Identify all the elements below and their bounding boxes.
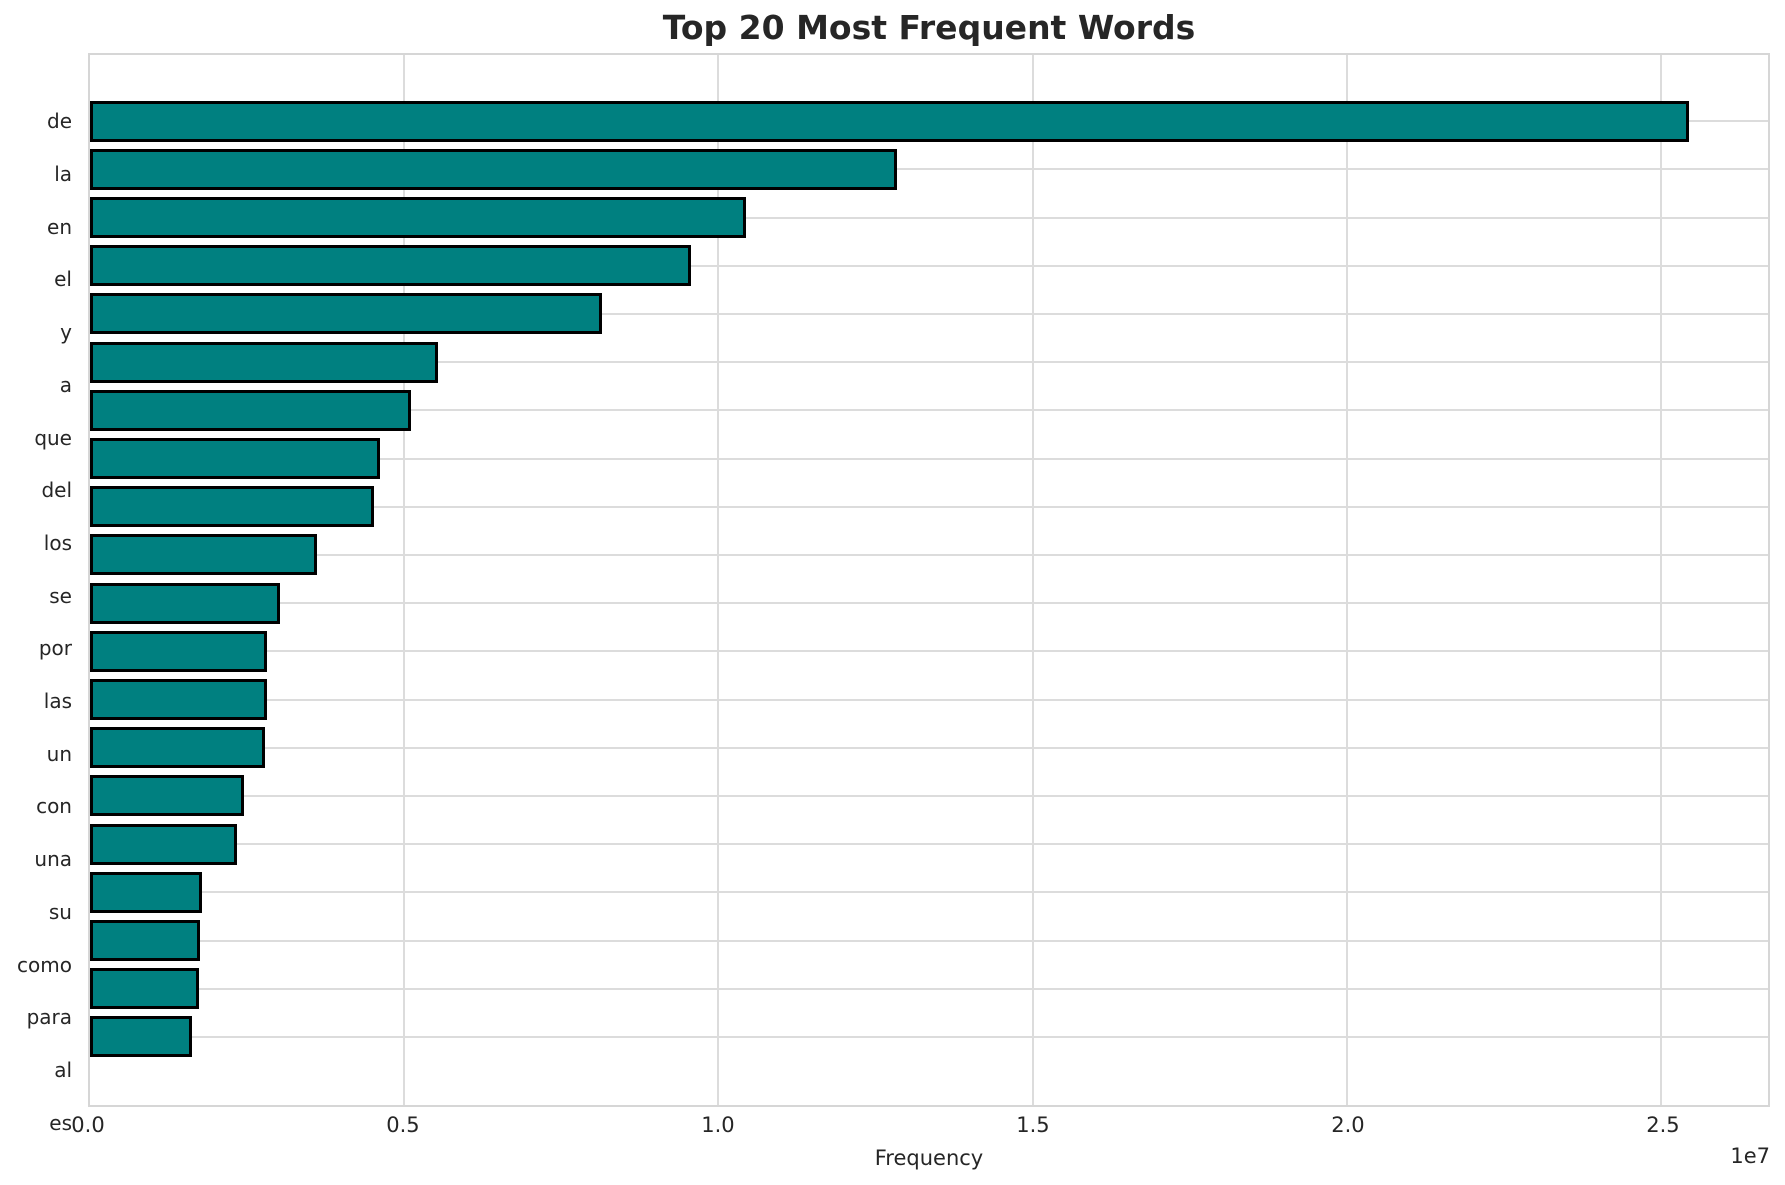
x-tick-label: 2.5: [1646, 1113, 1680, 1137]
bar-row: [90, 290, 1768, 338]
gridline: [403, 55, 406, 1105]
y-tick-label: del: [41, 478, 72, 503]
bar-row: [90, 338, 1768, 386]
bar-row: [90, 242, 1768, 290]
y-tick-label: un: [46, 741, 72, 766]
y-tick-label: que: [34, 425, 72, 450]
y-tick-label: se: [49, 583, 72, 608]
bar-row: [90, 916, 1768, 964]
y-tick-label: en: [47, 214, 72, 239]
bar-row: [90, 675, 1768, 723]
bar-row: [90, 386, 1768, 434]
bar-en: [90, 197, 747, 238]
bar-row: [90, 1013, 1768, 1061]
bar-row: [90, 579, 1768, 627]
bar-para: [90, 920, 200, 962]
bar-y: [90, 293, 603, 335]
bar-del: [90, 438, 381, 480]
bar-es: [90, 1016, 192, 1058]
y-tick-label: es: [49, 1110, 72, 1135]
y-tick-label: como: [17, 952, 72, 977]
x-tick-label: 2.0: [1331, 1113, 1365, 1137]
gridline: [1031, 55, 1034, 1105]
bar-las: [90, 630, 268, 672]
bar-row: [90, 531, 1768, 579]
bar-row: [90, 193, 1768, 241]
y-tick-label: su: [48, 899, 72, 924]
bar-que: [90, 389, 412, 431]
y-tick-label: para: [26, 1005, 72, 1030]
bar-con: [90, 727, 266, 769]
y-tick-label: por: [38, 636, 72, 661]
y-tick-label: los: [43, 530, 72, 555]
y-tick-label: y: [60, 320, 72, 345]
bar-por: [90, 582, 280, 624]
bar-de: [90, 100, 1690, 142]
bar-a: [90, 341, 439, 383]
bar-un: [90, 679, 267, 721]
bar-su: [90, 823, 238, 865]
bar-row: [90, 965, 1768, 1013]
bar-row: [90, 627, 1768, 675]
bar-row: [90, 145, 1768, 193]
bar-row: [90, 483, 1768, 531]
y-tick-label: al: [54, 1058, 72, 1082]
x-tick-label: 1.0: [701, 1113, 735, 1137]
gridline: [1660, 55, 1663, 1105]
y-tick-label: la: [54, 162, 72, 187]
bar-el: [90, 245, 691, 287]
gridline: [1345, 55, 1348, 1105]
x-tick-label: 0.5: [386, 1113, 420, 1137]
x-tick-label: 1.5: [1016, 1113, 1050, 1137]
x-axis-ticks: 0.0 0.5 1.0 1.5 2.0 2.5: [71, 1113, 1770, 1143]
bar-una: [90, 775, 245, 817]
bar-se: [90, 534, 317, 576]
y-tick-label: el: [54, 267, 72, 292]
bar-row: [90, 97, 1768, 145]
x-axis-label: Frequency: [874, 1146, 984, 1170]
bar-row: [90, 724, 1768, 772]
bar-row: [90, 868, 1768, 916]
x-tick-label: 0.0: [71, 1113, 105, 1137]
bar-la: [90, 148, 897, 190]
y-tick-label: una: [34, 847, 72, 872]
bar-row: [90, 820, 1768, 868]
plot-area: [88, 53, 1770, 1107]
bar-row: [90, 434, 1768, 482]
bar-al: [90, 968, 200, 1010]
chart-title: Top 20 Most Frequent Words: [662, 8, 1196, 47]
bar-los: [90, 486, 375, 528]
axis-offset-text: 1e7: [1730, 1144, 1770, 1168]
y-tick-label: a: [59, 372, 72, 397]
gridline: [717, 55, 720, 1105]
y-axis-labels: de la en el y a que del los se por las un con una su com…: [0, 53, 75, 1185]
y-tick-label: las: [43, 689, 72, 714]
y-tick-label: con: [36, 794, 72, 819]
bar-rows: [90, 55, 1768, 1105]
y-tick-label: de: [47, 109, 72, 134]
bar-como: [90, 871, 203, 913]
bar-row: [90, 772, 1768, 820]
